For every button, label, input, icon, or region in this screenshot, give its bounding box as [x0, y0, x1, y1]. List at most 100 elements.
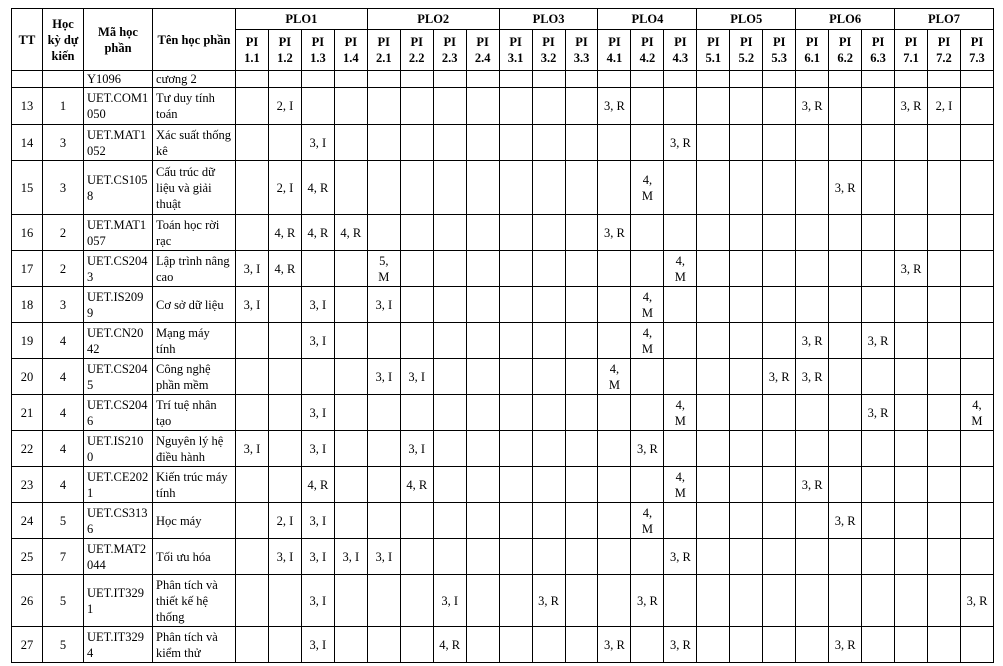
cell-pi-5-3: 3, R	[762, 358, 797, 395]
cell-pi-3-1	[498, 538, 533, 575]
cell-pi-6-3	[861, 466, 896, 503]
cell-pi-2-3	[432, 394, 467, 431]
cell-pi-7-3	[959, 70, 995, 88]
header-pi: PI 2.2	[399, 29, 434, 71]
cell-pi-5-2	[729, 322, 764, 359]
cell-pi-7-1	[894, 574, 929, 627]
cell-pi-7-2	[927, 538, 961, 575]
cell-name: Cơ sở dữ liệu	[152, 286, 236, 323]
cell-tt: 18	[11, 286, 43, 323]
cell-pi-2-3	[432, 250, 467, 287]
cell-pi-2-1: 3, I	[366, 358, 401, 395]
cell-pi-7-3	[959, 502, 995, 539]
cell-name: Cấu trúc dữ liệu và giải thuật	[152, 160, 236, 215]
cell-code: UET.CS2043	[83, 250, 153, 287]
cell-pi-3-3	[564, 574, 599, 627]
cell-pi-2-4	[465, 626, 500, 663]
cell-pi-7-3	[959, 358, 995, 395]
cell-pi-2-4	[465, 430, 500, 467]
cell-semester: 2	[42, 250, 84, 287]
header-plo5: PLO5	[696, 8, 797, 30]
cell-pi-3-1	[498, 466, 533, 503]
cell-code: UET.COM1050	[83, 87, 153, 125]
cell-pi-4-3	[663, 574, 698, 627]
cell-pi-1-2	[267, 286, 302, 323]
header-pi: PI 2.1	[366, 29, 401, 71]
cell-code: UET.CE2021	[83, 466, 153, 503]
cell-pi-5-1	[696, 466, 731, 503]
cell-pi-1-2	[267, 322, 302, 359]
cell-pi-2-4	[465, 502, 500, 539]
cell-pi-1-3: 3, I	[300, 286, 335, 323]
table-row: 14 3 UET.MAT1052 Xác suất thống kê 3, I 3, R	[11, 124, 995, 161]
cell-pi-6-3	[861, 214, 896, 251]
cell-pi-5-2	[729, 430, 764, 467]
cell-code: UET.MAT1057	[83, 214, 153, 251]
cell-pi-6-1	[795, 538, 830, 575]
cell-pi-4-1	[597, 124, 632, 161]
header-pi: PI 3.1	[498, 29, 533, 71]
cell-pi-2-2: 3, I	[399, 358, 434, 395]
cell-pi-6-2	[828, 394, 863, 431]
cell-pi-7-3	[959, 626, 995, 663]
cell-semester: 4	[42, 466, 84, 503]
header-plo3: PLO3	[498, 8, 599, 30]
cell-pi-2-1: 5, M	[366, 250, 401, 287]
cell-pi-7-3	[959, 214, 995, 251]
cell-semester: 3	[42, 160, 84, 215]
cell-pi-4-2	[630, 70, 665, 88]
cell-pi-1-2	[267, 626, 302, 663]
cell-name: Nguyên lý hệ điều hành	[152, 430, 236, 467]
cell-pi-5-2	[729, 502, 764, 539]
cell-pi-7-1	[894, 286, 929, 323]
cell-pi-5-1	[696, 626, 731, 663]
cell-pi-6-1	[795, 214, 830, 251]
cell-pi-3-2	[531, 286, 566, 323]
cell-pi-7-1	[894, 538, 929, 575]
header-pi: PI 7.2	[927, 29, 961, 71]
cell-pi-1-3: 3, I	[300, 626, 335, 663]
cell-semester: 1	[42, 87, 84, 125]
cell-pi-2-2: 4, R	[399, 466, 434, 503]
cell-pi-1-3: 3, I	[300, 430, 335, 467]
cell-pi-1-1	[235, 160, 269, 215]
cell-pi-5-2	[729, 574, 764, 627]
cell-pi-4-1	[597, 322, 632, 359]
cell-pi-3-2	[531, 70, 566, 88]
cell-pi-4-1	[597, 250, 632, 287]
cell-pi-2-3	[432, 87, 467, 125]
cell-semester	[42, 70, 84, 88]
cell-code: UET.CS1058	[83, 160, 153, 215]
cell-semester: 2	[42, 214, 84, 251]
cell-pi-2-4	[465, 214, 500, 251]
cell-pi-7-1	[894, 502, 929, 539]
cell-pi-6-2: 3, R	[828, 626, 863, 663]
cell-pi-4-2	[630, 394, 665, 431]
cell-pi-6-3	[861, 502, 896, 539]
cell-pi-6-1	[795, 286, 830, 323]
cell-pi-2-4	[465, 394, 500, 431]
cell-pi-5-3	[762, 214, 797, 251]
cell-pi-4-2	[630, 250, 665, 287]
cell-pi-7-2	[927, 70, 961, 88]
table-row: 26 5 UET.IT3291 Phân tích và thiết kế hệ th…	[11, 574, 995, 627]
cell-pi-6-3	[861, 358, 896, 395]
cell-pi-2-3	[432, 466, 467, 503]
cell-pi-4-1: 3, R	[597, 626, 632, 663]
cell-pi-5-3	[762, 430, 797, 467]
cell-pi-2-4	[465, 322, 500, 359]
cell-code: UET.CS2046	[83, 394, 153, 431]
cell-pi-1-2	[267, 70, 302, 88]
cell-pi-5-1	[696, 358, 731, 395]
cell-pi-5-1	[696, 430, 731, 467]
cell-pi-6-1	[795, 124, 830, 161]
cell-pi-3-2	[531, 466, 566, 503]
cell-pi-1-4	[333, 466, 368, 503]
table-row: Y1096 cương 2	[11, 70, 995, 88]
cell-pi-2-2	[399, 574, 434, 627]
cell-semester: 4	[42, 430, 84, 467]
cell-pi-5-1	[696, 538, 731, 575]
cell-pi-6-1: 3, R	[795, 466, 830, 503]
cell-pi-1-4	[333, 358, 368, 395]
cell-pi-4-1: 3, R	[597, 87, 632, 125]
